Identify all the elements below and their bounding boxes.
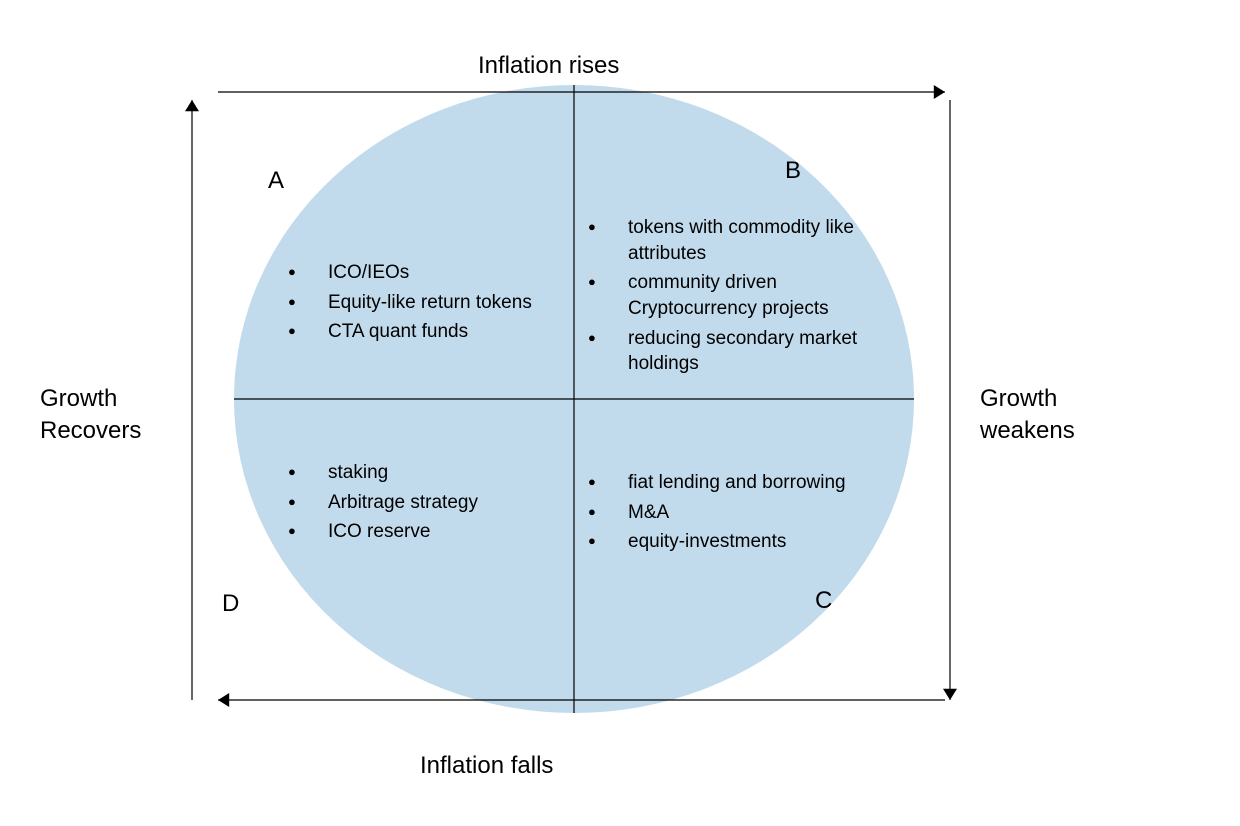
quadrant-c-list: fiat lending and borrowing M&A equity-inve…	[578, 470, 908, 559]
quadrant-a-item: Equity-like return tokens	[278, 290, 568, 316]
quadrant-letter-c: C	[815, 585, 832, 617]
quadrant-d-item: Arbitrage strategy	[278, 490, 568, 516]
label-growth-weakens: Growth weakens	[980, 383, 1075, 448]
quadrant-b-item: reducing secondary market holdings	[578, 326, 908, 377]
quadrant-letter-a: A	[268, 165, 284, 197]
quadrant-letter-b: B	[785, 155, 801, 187]
quadrant-c-item: equity-investments	[578, 529, 908, 555]
label-inflation-rises: Inflation rises	[478, 50, 619, 82]
quadrant-a-item: CTA quant funds	[278, 319, 568, 345]
quadrant-b-item: community driven Cryptocurrency projects	[578, 270, 908, 321]
quadrant-d-item: staking	[278, 460, 568, 486]
diagram-stage: Inflation rises Inflation falls Growth R…	[0, 0, 1240, 826]
quadrant-d-list: staking Arbitrage strategy ICO reserve	[278, 460, 568, 549]
quadrant-c-item: M&A	[578, 500, 908, 526]
arrow-right	[943, 100, 957, 700]
quadrant-letter-d: D	[222, 588, 239, 620]
quadrant-d-item: ICO reserve	[278, 519, 568, 545]
quadrant-c-item: fiat lending and borrowing	[578, 470, 908, 496]
quadrant-a-item: ICO/IEOs	[278, 260, 568, 286]
quadrant-a-list: ICO/IEOs Equity-like return tokens CTA qua…	[278, 260, 568, 349]
quadrant-b-list: tokens with commodity like attributescom…	[578, 215, 908, 381]
quadrant-b-item: tokens with commodity like attributes	[578, 215, 908, 266]
label-inflation-falls: Inflation falls	[420, 750, 553, 782]
arrow-left	[185, 100, 199, 700]
label-growth-recovers: Growth Recovers	[40, 383, 141, 448]
